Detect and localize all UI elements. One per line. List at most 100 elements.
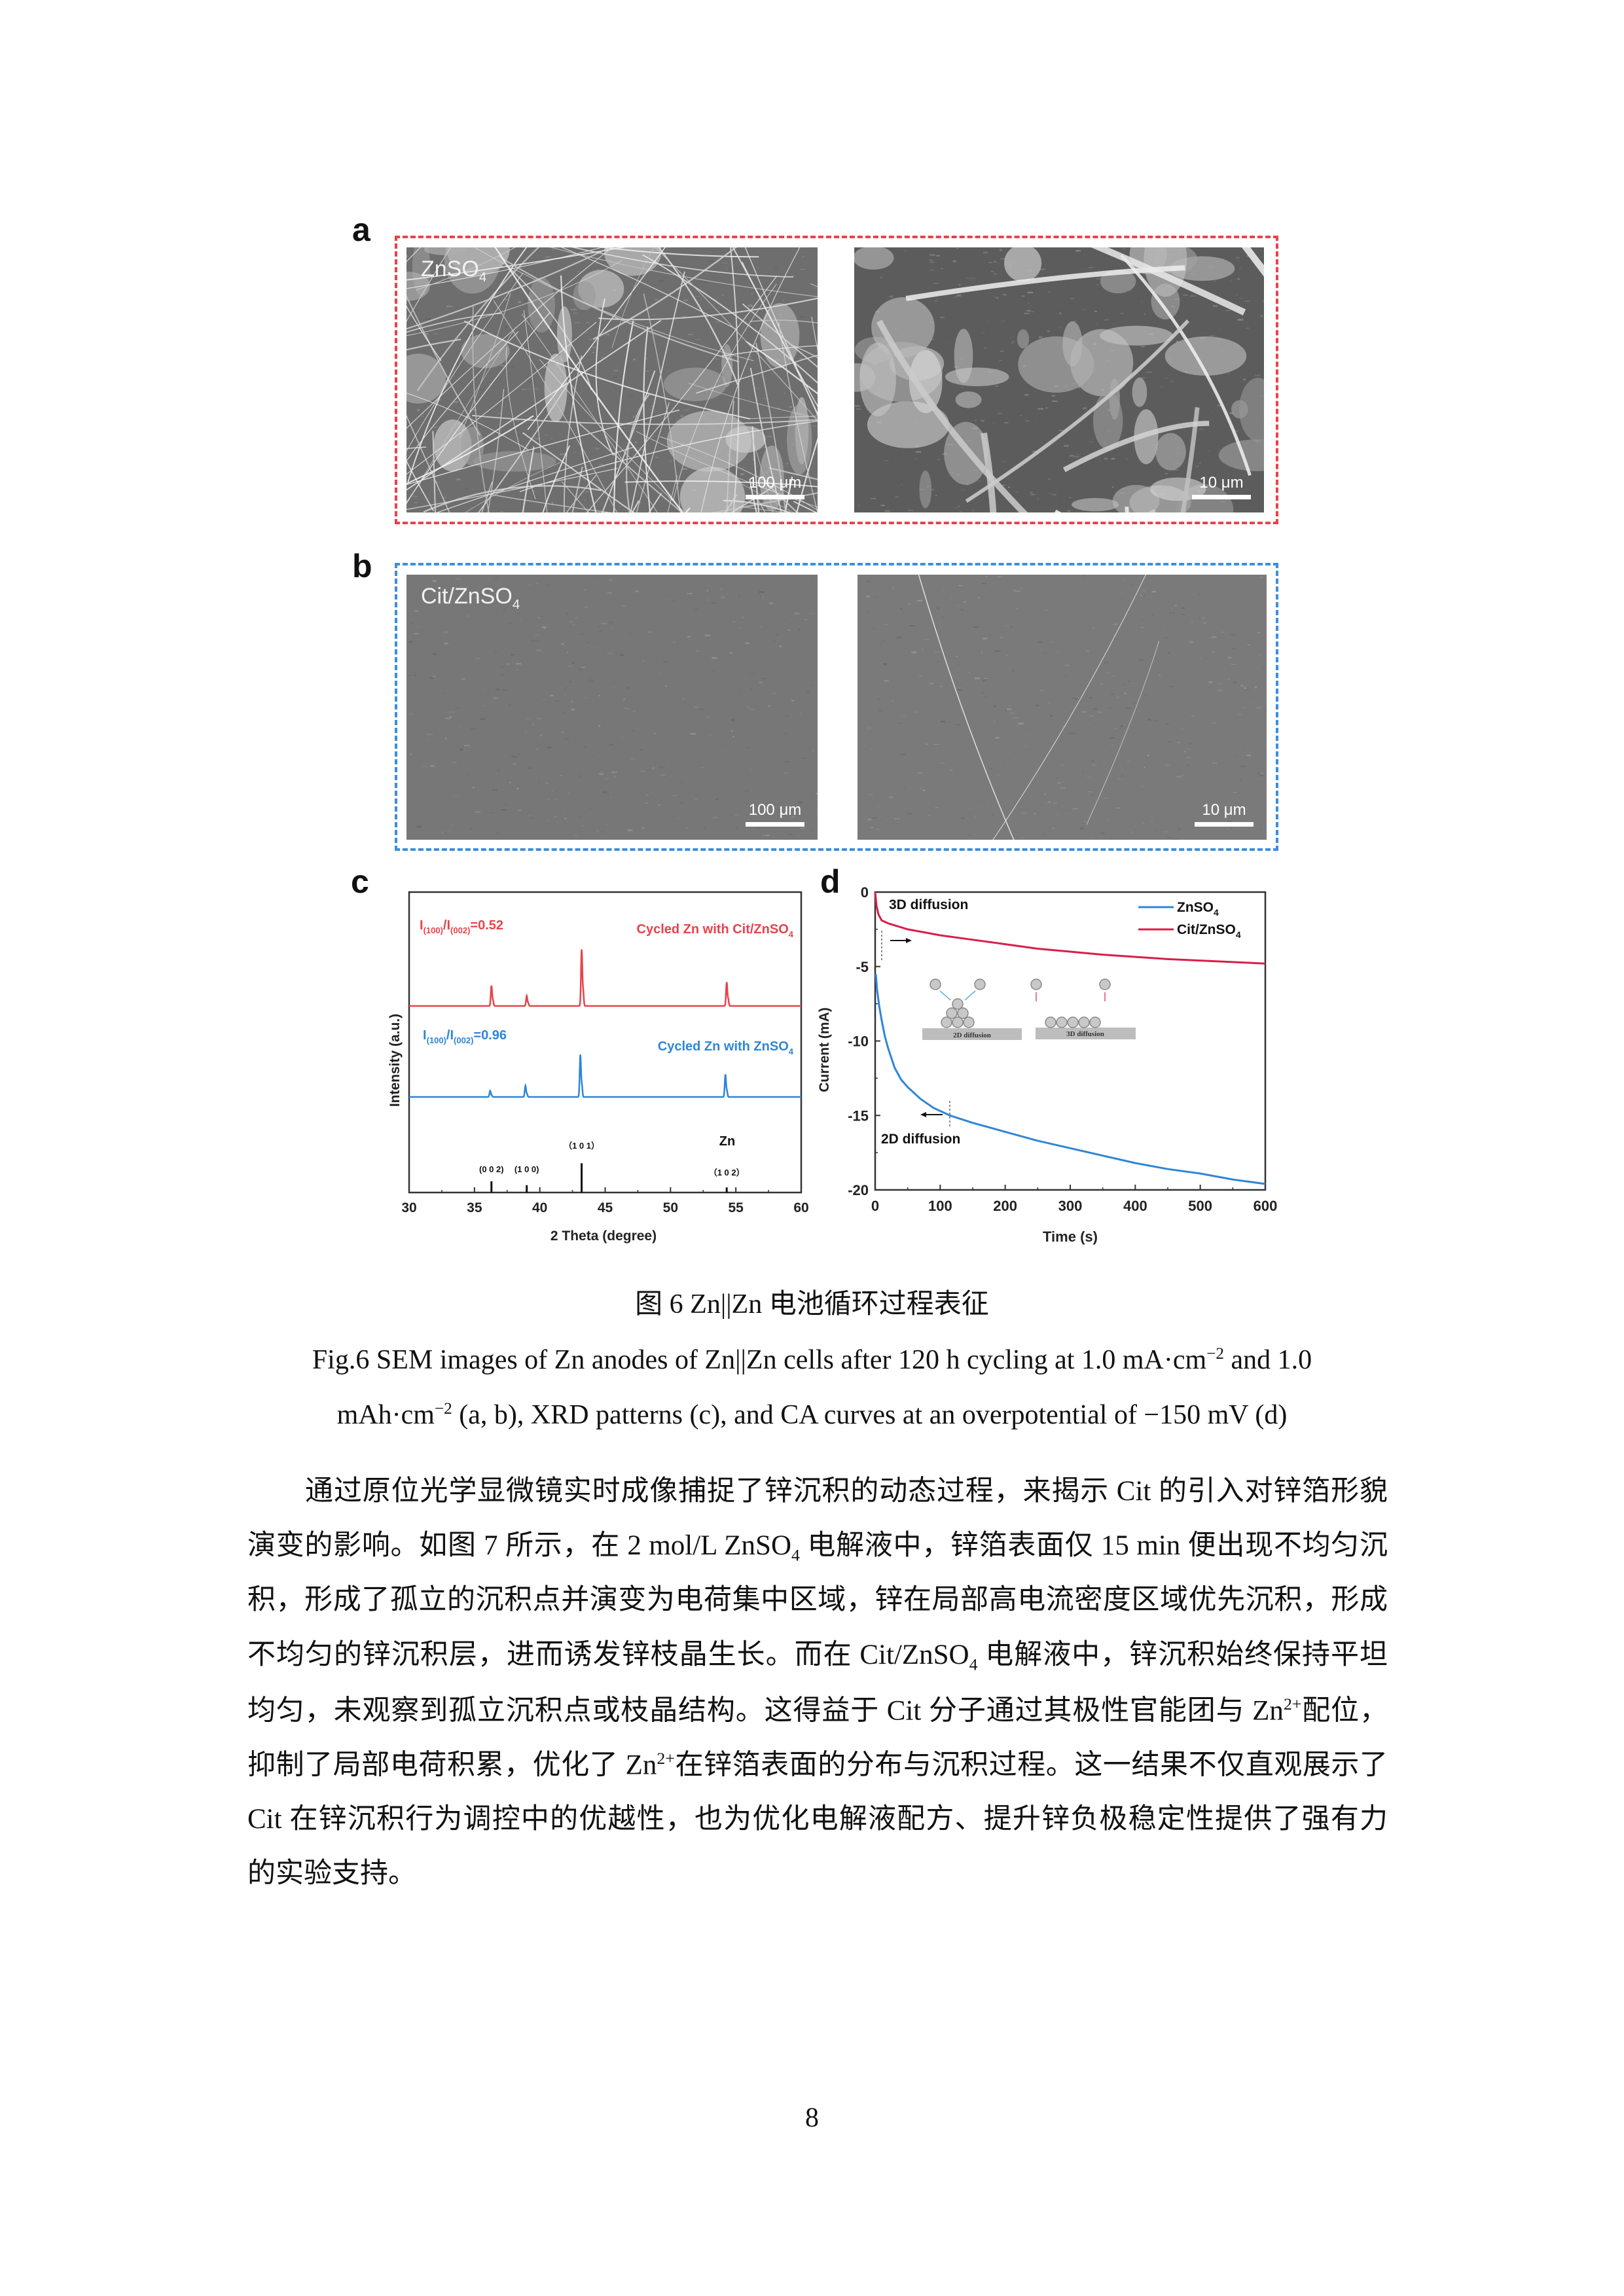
sem-label-sub: 4 — [512, 597, 520, 612]
ratio-label-znso4: I(100)/I(002)=0.96 — [423, 1028, 507, 1045]
x-tick-label: 0 — [871, 1198, 879, 1214]
legend-label-znso4: ZnSO4 — [1177, 900, 1219, 918]
inset-substrate-2d — [922, 1028, 1022, 1040]
sem-texture — [857, 575, 1267, 840]
sem-image-cit-znso4-low-mag: Cit/ZnSO4 100 μm — [406, 575, 818, 840]
reference-stick-label: (0 0 2) — [479, 1164, 504, 1174]
panel-a-dashed-box — [395, 236, 1278, 524]
caption-text: Fig.6 SEM images of Zn anodes of Zn||Zn … — [312, 1345, 1207, 1375]
reference-stick-label: (1 0 0) — [514, 1164, 539, 1174]
xrd-series-line — [409, 1054, 801, 1098]
atom-icon — [1089, 1016, 1101, 1028]
body-line: 抑制了局部电荷积累，优化了 Zn2+在锌箔表面的分布与沉积过程。这一结果不仅直观… — [247, 1749, 1388, 1781]
atom-icon — [941, 1016, 952, 1028]
arrow-left-head-icon — [920, 1112, 926, 1117]
caption-text: and 1.0 — [1224, 1345, 1312, 1375]
reference-stick-label: （1 0 2） — [709, 1168, 745, 1177]
arrow-icon — [939, 990, 951, 1001]
atom-icon — [1056, 1016, 1068, 1028]
x-tick-label: 55 — [728, 1200, 744, 1215]
sem-texture — [406, 247, 818, 512]
ratio-label-cit: I(100)/I(002)=0.52 — [420, 918, 503, 935]
x-tick-label: 300 — [1058, 1198, 1083, 1214]
x-tick-label: 100 — [928, 1198, 952, 1214]
panel-label-a: a — [352, 211, 370, 248]
caption-sup: −2 — [1206, 1345, 1224, 1363]
atom-icon — [1078, 1016, 1090, 1028]
arrow-icon — [964, 990, 976, 1001]
annotation-2d-diffusion: 2D diffusion — [881, 1132, 960, 1147]
scale-bar: 100 μm — [746, 801, 804, 827]
sem-label: Cit/ZnSO4 — [421, 584, 520, 613]
inset-label-3d: 3D diffusion — [1066, 1030, 1104, 1038]
series-label-znso4: Cycled Zn with ZnSO4 — [658, 1039, 794, 1056]
x-tick-label: 200 — [993, 1198, 1017, 1214]
figure-caption-en-line2: mAh·cm−2 (a, b), XRD patterns (c), and C… — [0, 1401, 1624, 1429]
y-tick-label: -5 — [856, 959, 869, 975]
atom-icon — [957, 1007, 969, 1019]
sem-image-cit-znso4-high-mag: 10 μm — [857, 575, 1267, 840]
series-label-cit: Cycled Zn with Cit/ZnSO4 — [637, 922, 794, 939]
arrow-right-head-icon — [906, 938, 912, 943]
atom-icon — [974, 978, 986, 990]
y-tick-label: -20 — [848, 1182, 869, 1198]
y-axis-label: Current (mA) — [817, 1007, 832, 1092]
panel-label-c: c — [351, 863, 369, 900]
x-axis-label: Time (s) — [1043, 1229, 1098, 1245]
page-number: 8 — [805, 2103, 819, 2133]
body-line: 均匀，未观察到孤立沉积点或枝晶结构。这得益于 Cit 分子通过其极性官能团与 Z… — [247, 1695, 1388, 1727]
scale-bar: 10 μm — [1192, 474, 1251, 499]
atom-icon — [952, 998, 964, 1010]
x-tick-label: 40 — [532, 1200, 547, 1215]
body-line: Cit 在锌沉积行为调控中的优越性，也为优化电解液配方、提升锌负极稳定性提供了强… — [247, 1804, 1388, 1835]
ca-chart: 0 100 200 300 400 500 600 0 -5 -10 -15 -20 2D diffu… — [817, 884, 1277, 1245]
ca-series-line — [874, 891, 1266, 965]
sem-label-sub: 4 — [478, 270, 487, 285]
caption-sup: −2 — [434, 1400, 452, 1418]
panel-b-dashed-box — [395, 563, 1278, 851]
ca-series-line — [875, 973, 1266, 1185]
atom-icon — [1099, 978, 1111, 990]
scale-bar: 100 μm — [746, 474, 804, 499]
body-line: 积，形成了孤立的沉积点并演变为电荷集中区域，锌在局部高电流密度区域优先沉积，形成 — [247, 1585, 1388, 1615]
body-line: 不均匀的锌沉积层，进而诱发锌枝晶生长。而在 Cit/ZnSO4 电解液中，锌沉积… — [247, 1640, 1388, 1674]
scale-bar-label: 10 μm — [1199, 474, 1244, 492]
scale-bar-label: 100 μm — [748, 801, 802, 819]
sem-label-text: ZnSO — [421, 257, 479, 281]
nucleation-inset: 2D diffusion 3D diffusion — [922, 978, 1136, 1040]
legend-label-cit-znso4: Cit/ZnSO4 — [1177, 922, 1241, 940]
sem-label: ZnSO4 — [421, 257, 486, 285]
scale-bar-label: 100 μm — [748, 474, 802, 492]
x-tick-label: 60 — [793, 1200, 808, 1215]
figure-caption-en-line1: Fig.6 SEM images of Zn anodes of Zn||Zn … — [0, 1346, 1624, 1374]
reference-label: Zn — [719, 1134, 735, 1149]
y-tick-label: -15 — [848, 1107, 869, 1124]
x-tick-label: 500 — [1188, 1198, 1212, 1214]
sem-texture — [854, 247, 1264, 512]
scale-bar: 10 μm — [1195, 801, 1254, 827]
atom-icon — [963, 1016, 975, 1028]
body-line: 演变的影响。如图 7 所示，在 2 mol/L ZnSO4 电解液中，锌箔表面仅… — [247, 1530, 1388, 1565]
atom-icon — [946, 1007, 958, 1019]
y-axis-label: Intensity (a.u.) — [388, 1014, 403, 1107]
sem-texture — [406, 575, 818, 840]
x-tick-label: 45 — [598, 1200, 613, 1215]
atom-icon — [929, 978, 941, 990]
atom-icon — [1030, 978, 1042, 990]
panel-label-b: b — [352, 548, 372, 584]
panel-label-d: d — [820, 863, 840, 900]
x-tick-label: 400 — [1123, 1198, 1147, 1214]
atom-icon — [1067, 1016, 1079, 1028]
caption-text: (a, b), XRD patterns (c), and CA curves … — [452, 1400, 1288, 1430]
xrd-chart: 30 35 40 45 50 55 60 (0 0 2) (1 0 0) （1 0 1） （1 0… — [388, 891, 809, 1244]
body-line: 通过原位光学显微镜实时成像捕捉了锌沉积的动态过程，来揭示 Cit 的引入对锌箔形… — [305, 1476, 1388, 1507]
sem-image-znso4-low-mag: ZnSO4 100 μm — [406, 247, 818, 512]
reference-stick-label: （1 0 1） — [564, 1141, 600, 1151]
x-tick-label: 50 — [663, 1200, 678, 1215]
body-line: 的实验支持。 — [247, 1858, 416, 1889]
x-tick-label: 35 — [467, 1200, 482, 1215]
inset-label-2d: 2D diffusion — [953, 1031, 991, 1039]
x-axis-label: 2 Theta (degree) — [550, 1229, 657, 1244]
inset-substrate-3d — [1036, 1028, 1136, 1039]
y-tick-label: 0 — [861, 884, 869, 901]
